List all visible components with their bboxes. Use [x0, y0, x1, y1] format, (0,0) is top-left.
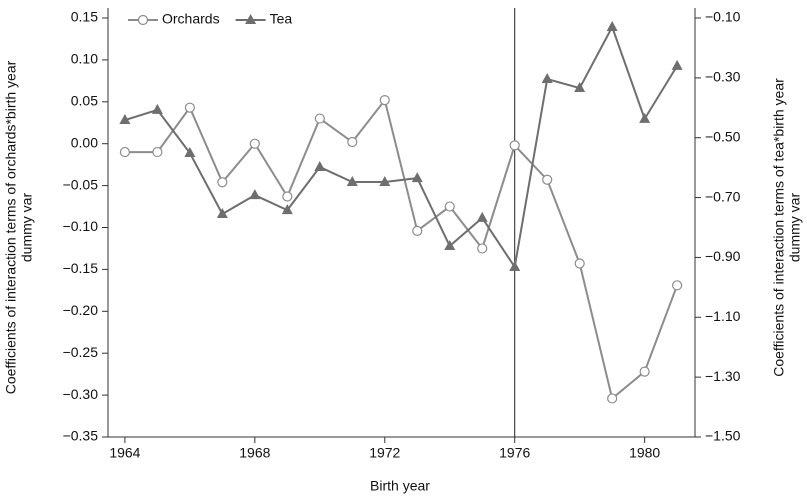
marker	[542, 174, 553, 185]
y2-tick-label: −0.30	[705, 69, 741, 85]
marker	[249, 189, 261, 200]
marker	[119, 146, 130, 158]
y2-tick-label: −0.50	[705, 128, 741, 144]
marker	[216, 208, 228, 219]
marker	[314, 161, 326, 172]
marker	[412, 225, 423, 236]
y-tick-label: −0.10	[63, 218, 99, 234]
marker	[379, 176, 391, 187]
y-axis-label: Coefficients of interaction terms of orc…	[3, 60, 19, 394]
y-axis-label: dummy var	[19, 193, 35, 263]
marker	[444, 240, 456, 251]
y-tick-label: −0.15	[63, 260, 99, 276]
y-tick-label: 0.05	[71, 93, 98, 109]
x-tick-label: 1972	[369, 445, 400, 461]
x-tick-label: 1964	[109, 445, 140, 461]
marker	[151, 103, 163, 114]
y2-tick-label: −0.10	[705, 9, 741, 25]
marker	[477, 243, 488, 254]
marker	[607, 393, 618, 404]
y2-tick-label: −0.70	[705, 188, 741, 204]
marker	[347, 136, 358, 148]
marker	[281, 204, 293, 215]
y-tick-label: 0.10	[71, 51, 98, 67]
legend-label: Tea	[270, 11, 293, 27]
y-tick-label: 0.00	[71, 134, 98, 150]
x-tick-label: 1976	[499, 445, 530, 461]
marker	[184, 102, 195, 113]
y2-tick-label: −1.10	[705, 308, 741, 324]
marker	[606, 20, 618, 31]
y-tick-label: −0.25	[63, 344, 99, 360]
y-tick-label: −0.30	[63, 386, 99, 402]
y2-tick-label: −0.90	[705, 248, 741, 264]
y-tick-label: 0.15	[71, 9, 98, 25]
marker	[444, 201, 455, 212]
marker	[282, 191, 293, 202]
marker	[541, 73, 553, 84]
y-tick-label: −0.20	[63, 302, 99, 318]
marker	[379, 95, 390, 106]
y-tick-label: −0.05	[63, 176, 99, 192]
marker	[217, 177, 228, 188]
marker	[509, 261, 521, 272]
marker	[119, 114, 131, 125]
marker	[574, 82, 586, 93]
marker	[411, 172, 423, 183]
marker	[346, 176, 358, 187]
series-line	[124, 24, 678, 270]
x-tick-label: 1980	[629, 445, 660, 461]
series-line	[124, 97, 679, 401]
legend-marker	[137, 14, 149, 26]
y2-tick-label: −1.30	[705, 368, 741, 384]
y2-tick-label: −1.50	[705, 428, 741, 444]
legend-marker	[245, 14, 257, 24]
marker	[314, 113, 325, 124]
marker	[639, 112, 651, 123]
y-tick-label: −0.35	[63, 428, 99, 444]
marker	[152, 146, 163, 158]
marker	[671, 59, 683, 70]
marker	[639, 366, 650, 377]
marker	[574, 258, 585, 269]
marker	[672, 280, 683, 291]
x-axis-label: Birth year	[370, 478, 430, 494]
y2-axis-label: dummy var	[787, 193, 803, 263]
x-tick-label: 1968	[239, 445, 270, 461]
marker	[476, 211, 488, 222]
marker	[184, 146, 196, 157]
y2-axis-label: Coefficients of interaction terms of tea…	[771, 78, 787, 377]
marker	[249, 138, 260, 149]
legend-label: Orchards	[162, 11, 220, 27]
marker	[509, 140, 520, 151]
